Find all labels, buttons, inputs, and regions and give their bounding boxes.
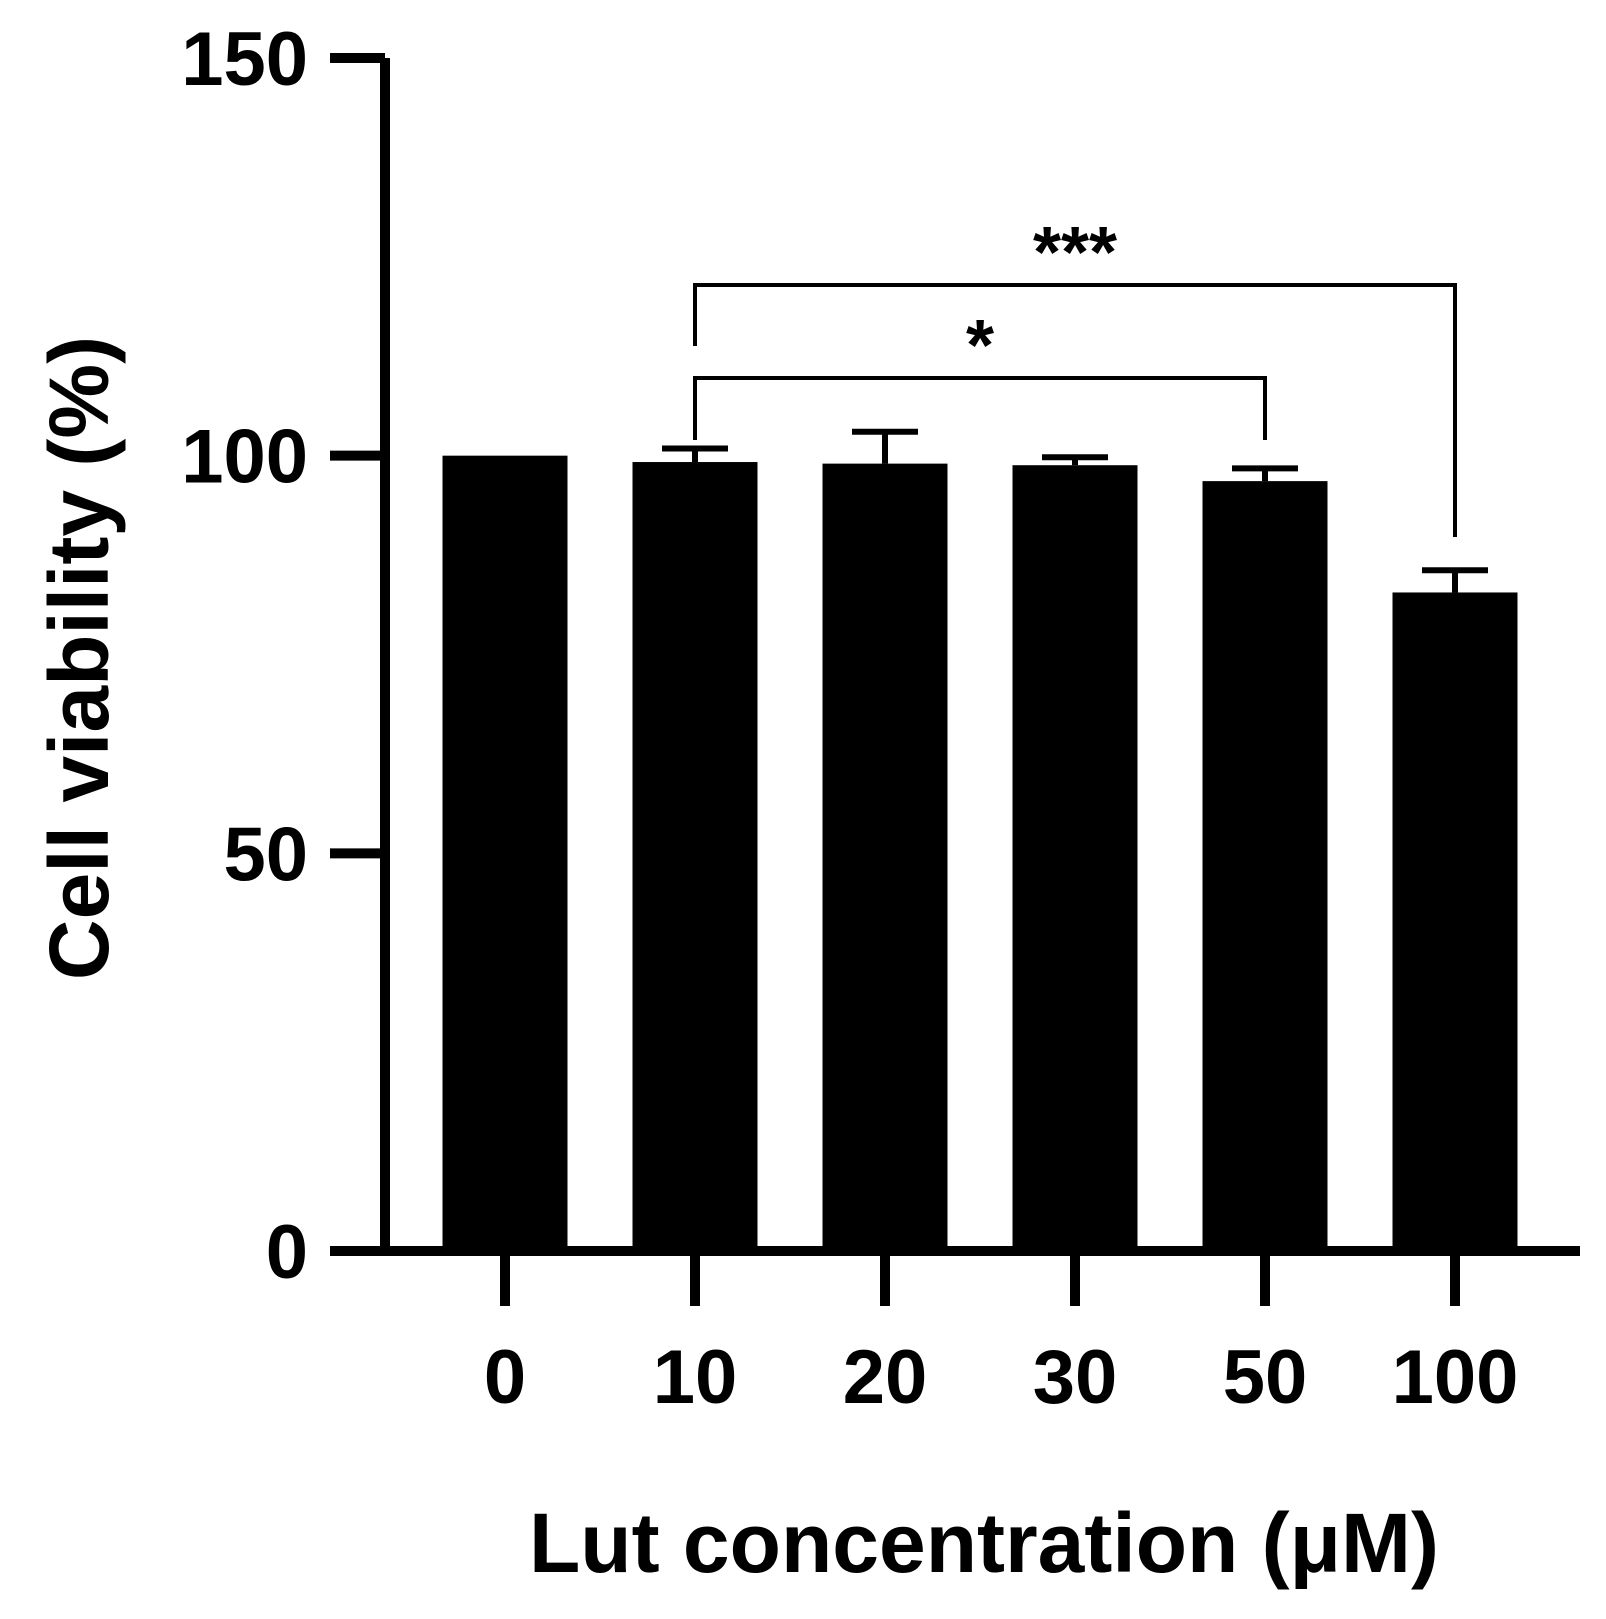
y-tick-label-150: 150 xyxy=(181,17,308,102)
y-axis-title: Cell viability (%) xyxy=(32,336,126,980)
significance-group: **** xyxy=(693,213,1457,537)
x-ticks-group: 0 10 20 30 50 100 xyxy=(484,1251,1519,1420)
x-tick-label-100: 100 xyxy=(1392,1335,1519,1420)
x-tick-label-10: 10 xyxy=(653,1335,738,1420)
y-ticks-group: 0 50 100 150 xyxy=(181,17,385,1295)
x-axis-title: Lut concentration (μM) xyxy=(529,1496,1439,1590)
error-bars-group xyxy=(662,428,1488,593)
bar-30 xyxy=(1012,465,1138,1251)
x-tick-label-0: 0 xyxy=(484,1335,526,1420)
bar-20 xyxy=(822,463,948,1251)
significance-bracket-10-100 xyxy=(693,283,1457,537)
y-tick-label-0: 0 xyxy=(266,1210,308,1295)
bar-0 xyxy=(442,455,568,1252)
bar-100 xyxy=(1392,592,1518,1251)
y-tick-label-100: 100 xyxy=(181,415,308,500)
significance-label-10-50: * xyxy=(966,306,994,386)
bar-50 xyxy=(1202,481,1328,1252)
x-tick-label-30: 30 xyxy=(1033,1335,1118,1420)
x-tick-label-50: 50 xyxy=(1223,1335,1308,1420)
x-tick-label-20: 20 xyxy=(843,1335,928,1420)
significance-bracket-10-50 xyxy=(693,376,1267,440)
bar-10 xyxy=(632,462,758,1252)
axes-group xyxy=(330,58,1580,1256)
bars-group xyxy=(442,455,1518,1252)
y-tick-label-50: 50 xyxy=(223,812,308,897)
significance-label-10-100: *** xyxy=(1033,213,1117,293)
